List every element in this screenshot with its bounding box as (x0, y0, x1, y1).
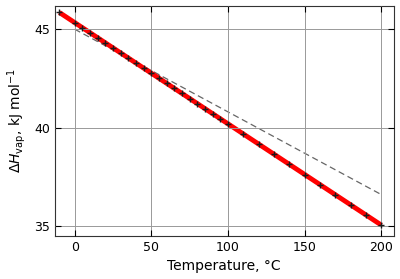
X-axis label: Temperature, °C: Temperature, °C (168, 259, 281, 273)
Y-axis label: $\Delta H_{\mathrm{vap}}$, kJ mol$^{-1}$: $\Delta H_{\mathrm{vap}}$, kJ mol$^{-1}$ (6, 68, 28, 173)
